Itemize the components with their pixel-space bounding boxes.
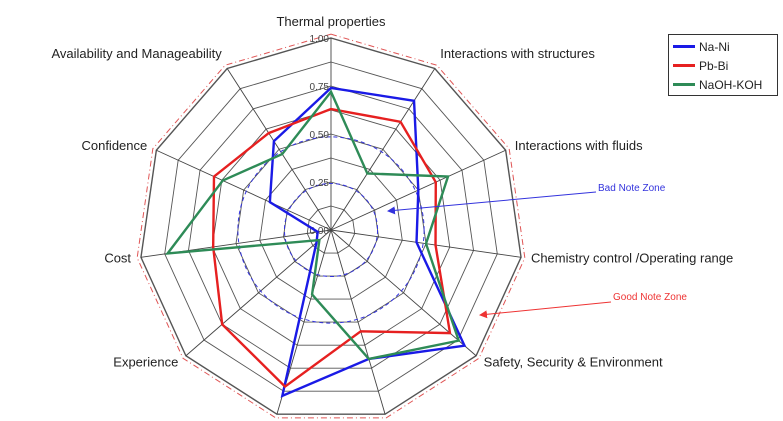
legend-swatch-naoh-koh — [673, 83, 695, 86]
grid-ring — [306, 205, 356, 254]
spoke-line — [185, 229, 332, 357]
spoke-line — [330, 229, 477, 357]
legend-label-pb-bi: Pb-Bi — [699, 58, 729, 73]
category-label: Interactions with fluids — [515, 138, 643, 153]
spoke-line — [330, 68, 436, 231]
bad-zone-arrow — [387, 191, 597, 215]
category-label: Cost — [104, 251, 131, 266]
radial-tick-label: 1.00 — [310, 34, 330, 45]
category-label: Availability and Manageability — [51, 46, 222, 61]
radar-annotations: Bad Note Zone Good Note Zone — [387, 183, 687, 319]
category-label: Safety, Security & Environment — [484, 354, 663, 369]
good-zone-arrow — [479, 301, 612, 319]
grid-ring — [235, 133, 427, 323]
legend-swatch-pb-bi — [673, 64, 695, 67]
bad-zone-circle — [283, 182, 379, 278]
bad-zone-circle — [237, 136, 425, 324]
category-label: Thermal properties — [276, 14, 386, 29]
legend-item-na-ni: Na-Ni — [673, 37, 773, 56]
radial-tick-label: 0.50 — [310, 130, 330, 141]
legend-label-naoh-koh: NaOH-KOH — [699, 77, 763, 92]
spoke-line — [330, 229, 386, 415]
series-line — [211, 107, 452, 389]
radar-grid: 0.00 0.25 0.50 0.75 1.00 — [136, 33, 526, 419]
category-label: Chemistry control /Operating range — [531, 251, 733, 266]
legend-item-pb-bi: Pb-Bi — [673, 56, 773, 75]
radial-tick-label: 0.00 — [310, 226, 330, 237]
legend-label-na-ni: Na-Ni — [699, 39, 730, 54]
bad-zone-label: Bad Note Zone — [598, 183, 666, 194]
category-label: Experience — [113, 354, 178, 369]
radial-tick-label: 0.75 — [310, 82, 330, 93]
legend-item-naoh-koh: NaOH-KOH — [673, 75, 773, 94]
chart-legend: Na-Ni Pb-Bi NaOH-KOH — [668, 34, 778, 96]
good-zone-label: Good Note Zone — [613, 292, 687, 303]
radar-labels: Thermal properties Interactions with stru… — [51, 14, 733, 369]
grid-ring — [211, 109, 451, 346]
category-label: Interactions with structures — [440, 46, 595, 61]
radar-series — [164, 86, 467, 398]
category-label: Confidence — [81, 138, 147, 153]
series-line — [164, 89, 461, 361]
spoke-line — [226, 68, 332, 231]
spoke-line — [156, 149, 332, 231]
radial-tick-label: 0.25 — [310, 178, 330, 189]
grid-ring — [188, 85, 474, 369]
grid-ring — [164, 61, 498, 392]
grid-ring — [140, 37, 522, 415]
legend-swatch-na-ni — [673, 45, 695, 48]
